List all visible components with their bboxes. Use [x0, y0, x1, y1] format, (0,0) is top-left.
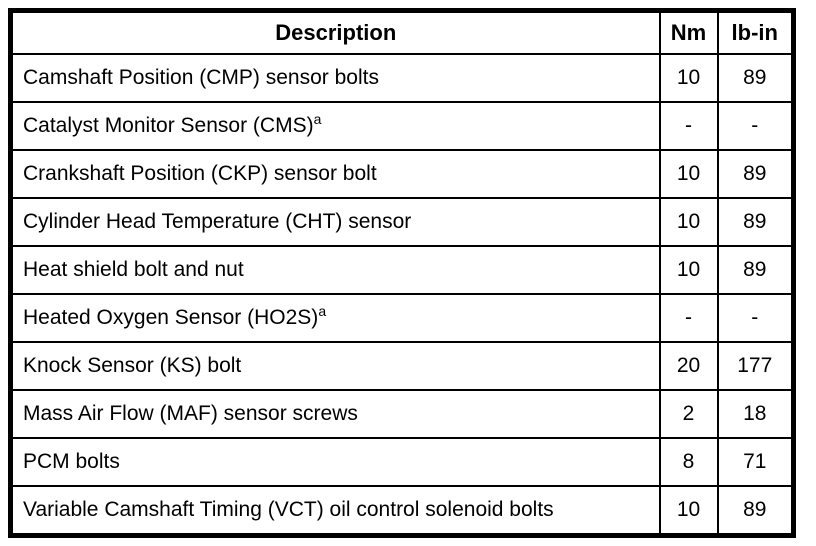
- footnote-marker: a: [318, 303, 327, 319]
- nm-value: -: [658, 101, 719, 151]
- description-text: Variable Camshaft Timing (VCT) oil contr…: [23, 498, 554, 521]
- nm-value: 10: [658, 149, 719, 199]
- nm-value: 20: [658, 341, 719, 391]
- lb-in-value: 18: [716, 389, 795, 439]
- footnote-marker: a: [313, 111, 322, 127]
- header-lb-in: lb-in: [716, 9, 795, 55]
- table-row: Camshaft Position (CMP) sensor bolts 10 …: [9, 53, 795, 103]
- table-header-row: Description Nm lb-in: [9, 9, 795, 55]
- description-cell: Heated Oxygen Sensor (HO2S)a: [9, 293, 661, 343]
- description-text: Cylinder Head Temperature (CHT) sensor: [23, 210, 412, 233]
- table-row: Knock Sensor (KS) bolt 20 177: [9, 341, 795, 391]
- description-cell: Mass Air Flow (MAF) sensor screws: [9, 389, 661, 439]
- description-text: Knock Sensor (KS) bolt: [23, 354, 242, 377]
- table-row: Heat shield bolt and nut 10 89: [9, 245, 795, 295]
- nm-value: 10: [658, 245, 719, 295]
- table-row: Catalyst Monitor Sensor (CMS)a - -: [9, 101, 795, 151]
- description-text: Mass Air Flow (MAF) sensor screws: [23, 402, 358, 425]
- lb-in-value: -: [716, 101, 795, 151]
- lb-in-value: -: [716, 293, 795, 343]
- nm-value: 10: [658, 53, 719, 103]
- description-text: Camshaft Position (CMP) sensor bolts: [23, 66, 379, 89]
- header-nm: Nm: [658, 9, 719, 55]
- table-row: PCM bolts 8 71: [9, 437, 795, 487]
- table-row: Heated Oxygen Sensor (HO2S)a - -: [9, 293, 795, 343]
- nm-value: 10: [658, 485, 719, 537]
- description-text: Heat shield bolt and nut: [23, 258, 244, 281]
- description-text: Catalyst Monitor Sensor (CMS): [23, 114, 314, 137]
- description-cell: PCM bolts: [9, 437, 661, 487]
- description-cell: Camshaft Position (CMP) sensor bolts: [9, 53, 661, 103]
- nm-value: 8: [658, 437, 719, 487]
- description-cell: Catalyst Monitor Sensor (CMS)a: [9, 101, 661, 151]
- description-cell: Heat shield bolt and nut: [9, 245, 661, 295]
- description-text: Crankshaft Position (CKP) sensor bolt: [23, 162, 377, 185]
- lb-in-value: 177: [716, 341, 795, 391]
- lb-in-value: 89: [716, 149, 795, 199]
- description-text: PCM bolts: [23, 450, 120, 473]
- nm-value: 2: [658, 389, 719, 439]
- description-cell: Crankshaft Position (CKP) sensor bolt: [9, 149, 661, 199]
- lb-in-value: 71: [716, 437, 795, 487]
- table-row: Crankshaft Position (CKP) sensor bolt 10…: [9, 149, 795, 199]
- description-text: Heated Oxygen Sensor (HO2S): [23, 306, 319, 329]
- nm-value: 10: [658, 197, 719, 247]
- lb-in-value: 89: [716, 485, 795, 537]
- lb-in-value: 89: [716, 53, 795, 103]
- table-row: Mass Air Flow (MAF) sensor screws 2 18: [9, 389, 795, 439]
- description-cell: Cylinder Head Temperature (CHT) sensor: [9, 197, 661, 247]
- lb-in-value: 89: [716, 197, 795, 247]
- table-row: Variable Camshaft Timing (VCT) oil contr…: [9, 485, 795, 537]
- table-row: Cylinder Head Temperature (CHT) sensor 1…: [9, 197, 795, 247]
- lb-in-value: 89: [716, 245, 795, 295]
- nm-value: -: [658, 293, 719, 343]
- torque-spec-table: Description Nm lb-in Camshaft Position (…: [8, 8, 796, 538]
- description-cell: Variable Camshaft Timing (VCT) oil contr…: [9, 485, 661, 537]
- header-description: Description: [9, 9, 661, 55]
- description-cell: Knock Sensor (KS) bolt: [9, 341, 661, 391]
